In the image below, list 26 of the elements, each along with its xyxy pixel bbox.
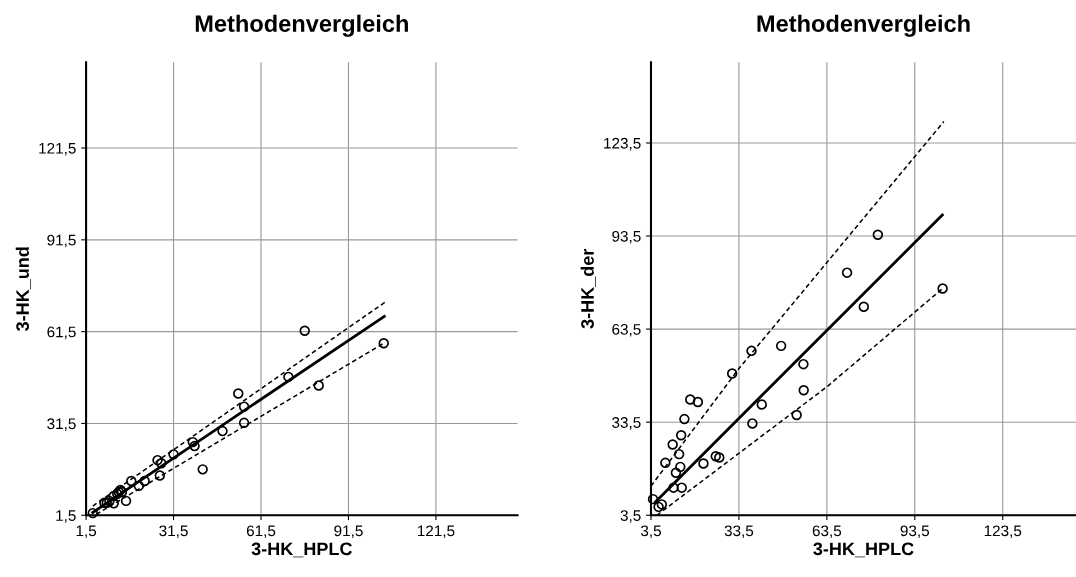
- y-tick-label: 31,5: [47, 418, 76, 431]
- y-tick-label: 3,5: [620, 510, 641, 523]
- x-tick-label: 31,5: [159, 525, 188, 539]
- y-tick-label: 123,5: [604, 137, 641, 151]
- x-tick-label: 1,5: [76, 525, 97, 539]
- y-tick-label: 1,5: [56, 510, 76, 523]
- chart-title: Methodenvergleich: [195, 14, 408, 37]
- y-axis-title: 3-HK_und: [15, 247, 32, 331]
- x-tick-label: 91,5: [334, 525, 363, 539]
- y-tick-label: 33,5: [612, 417, 641, 430]
- y-tick-label: 63,5: [612, 323, 641, 337]
- x-tick-label: 3,5: [640, 525, 661, 539]
- x-tick-label: 61,5: [246, 525, 276, 539]
- x-tick-label: 63,5: [812, 525, 842, 539]
- y-tick-label: 91,5: [47, 234, 76, 248]
- x-tick-label: 121,5: [417, 525, 455, 539]
- x-axis-title: 3-HK_HPLC: [813, 542, 914, 558]
- y-tick-label: 121,5: [39, 142, 76, 156]
- y-tick-label: 61,5: [47, 326, 76, 340]
- x-tick-label: 33,5: [724, 525, 754, 539]
- chart-title: Methodenvergleich: [757, 14, 970, 37]
- x-tick-label: 123,5: [984, 525, 1022, 539]
- x-axis-title: 3-HK_HPLC: [251, 542, 352, 558]
- y-axis-title: 3-HK_der: [580, 248, 596, 329]
- x-tick-label: 93,5: [900, 525, 930, 539]
- y-tick-label: 93,5: [612, 230, 641, 244]
